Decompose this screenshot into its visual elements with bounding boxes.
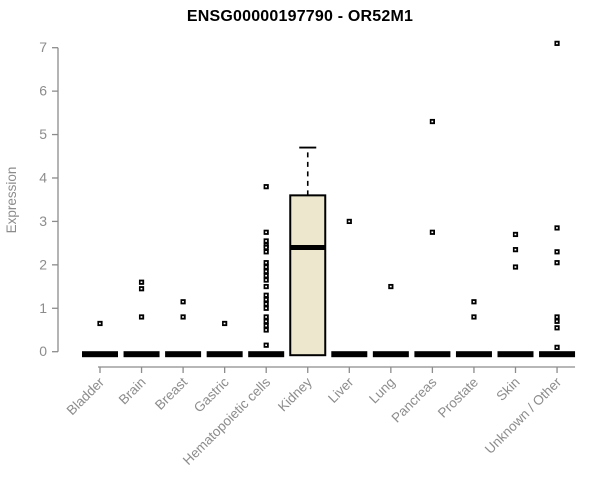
box-skin (497, 351, 534, 358)
y-tick-label: 5 (39, 126, 47, 142)
outlier-point (263, 296, 269, 303)
x-category-label: Lung (366, 375, 398, 407)
outlier-point (222, 320, 228, 327)
outlier-point (263, 264, 269, 270)
outlier-point (554, 40, 560, 46)
outlier-point (263, 260, 269, 266)
outlier-point (263, 301, 269, 307)
box-pancreas (414, 351, 451, 358)
outlier-point (471, 299, 477, 305)
outlier-point (180, 314, 186, 320)
outlier-point (138, 279, 145, 285)
box-lung (372, 351, 409, 358)
outlier-point (263, 283, 269, 290)
outlier-point (554, 225, 560, 231)
x-category-label: Pancreas (389, 374, 440, 425)
chart-title: ENSG00000197790 - OR52M1 (186, 8, 414, 25)
x-category-label: Unknown / Other (482, 374, 565, 457)
y-tick-label: 1 (39, 300, 47, 316)
outlier-point (263, 314, 269, 320)
outlier-point (388, 283, 394, 290)
y-tick-label: 2 (39, 256, 47, 272)
outlier-point (263, 318, 269, 324)
y-tick-label: 4 (39, 169, 47, 185)
outlier-point (263, 229, 269, 235)
outlier-point (138, 286, 145, 292)
y-axis-title: Expression (4, 167, 19, 234)
y-tick-label: 6 (39, 83, 47, 99)
box-liver (331, 351, 368, 358)
outlier-point (97, 320, 103, 327)
outlier-point (429, 229, 435, 235)
box-bladder (82, 351, 118, 358)
outlier-point (554, 318, 560, 324)
outlier-point (263, 305, 269, 311)
y-tick-label: 3 (39, 213, 47, 229)
outlier-point (554, 325, 560, 331)
box-body (289, 194, 327, 357)
box-hematopoietic-cells (248, 351, 285, 358)
outlier-point (512, 231, 519, 238)
outlier-point (471, 314, 477, 320)
outlier-point (346, 218, 352, 225)
outlier-point (263, 268, 269, 274)
outlier-point (180, 299, 186, 305)
outlier-point (263, 323, 269, 329)
box-kidney (289, 146, 327, 357)
x-category-label: Gastric (191, 374, 232, 415)
outlier-point (429, 118, 435, 125)
outlier-point (512, 264, 519, 270)
outlier-point (263, 184, 269, 190)
outlier-point (263, 327, 269, 333)
outlier-point (263, 292, 269, 298)
y-tick-label: 7 (39, 39, 47, 55)
x-category-label: Skin (493, 375, 522, 404)
outlier-point (263, 277, 269, 283)
outlier-point (263, 238, 269, 244)
box-prostate (455, 351, 492, 358)
x-category-label: Breast (152, 374, 190, 412)
box-gastric (206, 351, 243, 358)
x-category-label: Prostate (435, 375, 481, 421)
y-tick-label: 0 (39, 343, 47, 359)
outlier-point (263, 342, 269, 348)
outlier-point (263, 244, 269, 251)
box-brain (123, 351, 160, 358)
x-category-label: Brain (116, 375, 149, 408)
outlier-point (554, 260, 560, 266)
x-category-label: Liver (325, 374, 357, 406)
outlier-point (263, 273, 269, 279)
x-category-label: Bladder (64, 374, 108, 418)
outlier-point (554, 314, 560, 320)
outlier-point (512, 247, 519, 253)
outlier-point (554, 344, 560, 350)
x-category-label: Kidney (275, 374, 315, 414)
box-breast (165, 351, 202, 358)
outlier-point (554, 249, 560, 255)
outlier-point (263, 249, 269, 255)
outlier-point (138, 314, 145, 320)
box-unknown-other (539, 351, 576, 358)
